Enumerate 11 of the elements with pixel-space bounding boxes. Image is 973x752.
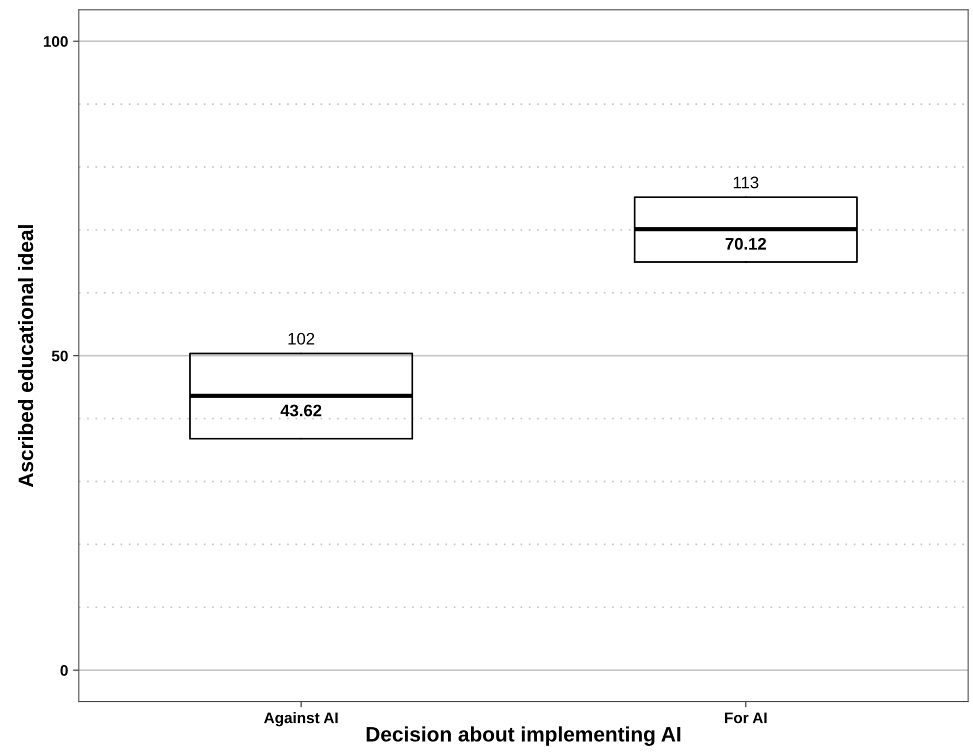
- x-tick-label: Against AI: [264, 712, 338, 726]
- annotation: 113: [734, 176, 758, 188]
- y-axis-title: Ascribed educational ideal: [18, 225, 34, 488]
- y-tick-label: 50: [52, 350, 68, 362]
- y-tick-label: 0: [60, 665, 68, 676]
- annotation: 70.12: [726, 238, 766, 250]
- annotation: 102: [288, 332, 314, 345]
- x-axis-title: Decision about implementing AI: [366, 726, 680, 746]
- y-tick-label: 100: [44, 36, 68, 47]
- x-tick-label: For AI: [725, 712, 767, 724]
- annotation: 43.62: [280, 404, 322, 416]
